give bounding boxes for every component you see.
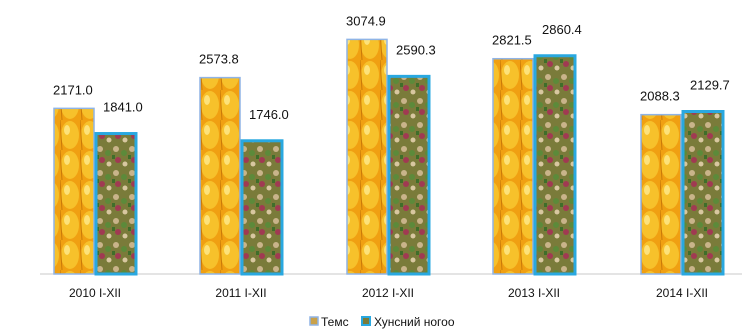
bar-temc-4 — [640, 113, 682, 275]
value-label-vegetables-0: 1841.0 — [103, 100, 143, 115]
x-tick-labels-group: 2010 I-XII 2011 I-XII 2012 I-XII 2013 I-XII… — [69, 286, 708, 300]
legend-swatch-vegetables — [361, 316, 371, 326]
value-label-temc-3: 2821.5 — [492, 33, 532, 48]
bar-vegetables-3 — [533, 54, 577, 276]
value-label-vegetables-2: 2590.3 — [396, 42, 436, 57]
value-label-vegetables-3: 2860.4 — [542, 22, 582, 37]
legend-label-temc: Темс — [321, 315, 349, 329]
legend-label-vegetables: Хунсний ногоо — [374, 315, 455, 329]
value-label-temc-1: 2573.8 — [199, 52, 239, 67]
bar-temc-1 — [199, 76, 241, 275]
legend-swatch-temc — [309, 316, 319, 326]
bar-vegetables-4 — [681, 110, 725, 276]
x-tick-label-3: 2013 I-XII — [508, 286, 560, 300]
bar-temc-3 — [492, 57, 534, 275]
x-tick-label-0: 2010 I-XII — [69, 286, 121, 300]
bar-temc-2 — [346, 38, 388, 275]
bars-group — [53, 38, 725, 276]
bar-temc-0 — [53, 107, 95, 275]
legend: Темс Хунсний ногоо — [309, 315, 455, 329]
bar-vegetables-2 — [387, 74, 431, 276]
value-label-vegetables-4: 2129.7 — [690, 78, 730, 93]
value-label-temc-0: 2171.0 — [53, 82, 93, 97]
bar-vegetables-0 — [94, 132, 138, 276]
x-tick-label-1: 2011 I-XII — [215, 286, 266, 300]
value-label-vegetables-1: 1746.0 — [249, 107, 289, 122]
x-tick-label-4: 2014 I-XII — [656, 286, 708, 300]
value-labels-group: 2171.0 1841.0 2573.8 1746.0 3074.9 2590.3 2821… — [53, 13, 730, 121]
value-label-temc-4: 2088.3 — [640, 89, 680, 104]
x-tick-label-2: 2012 I-XII — [362, 286, 414, 300]
value-label-temc-2: 3074.9 — [346, 13, 386, 28]
bar-vegetables-1 — [240, 139, 284, 276]
